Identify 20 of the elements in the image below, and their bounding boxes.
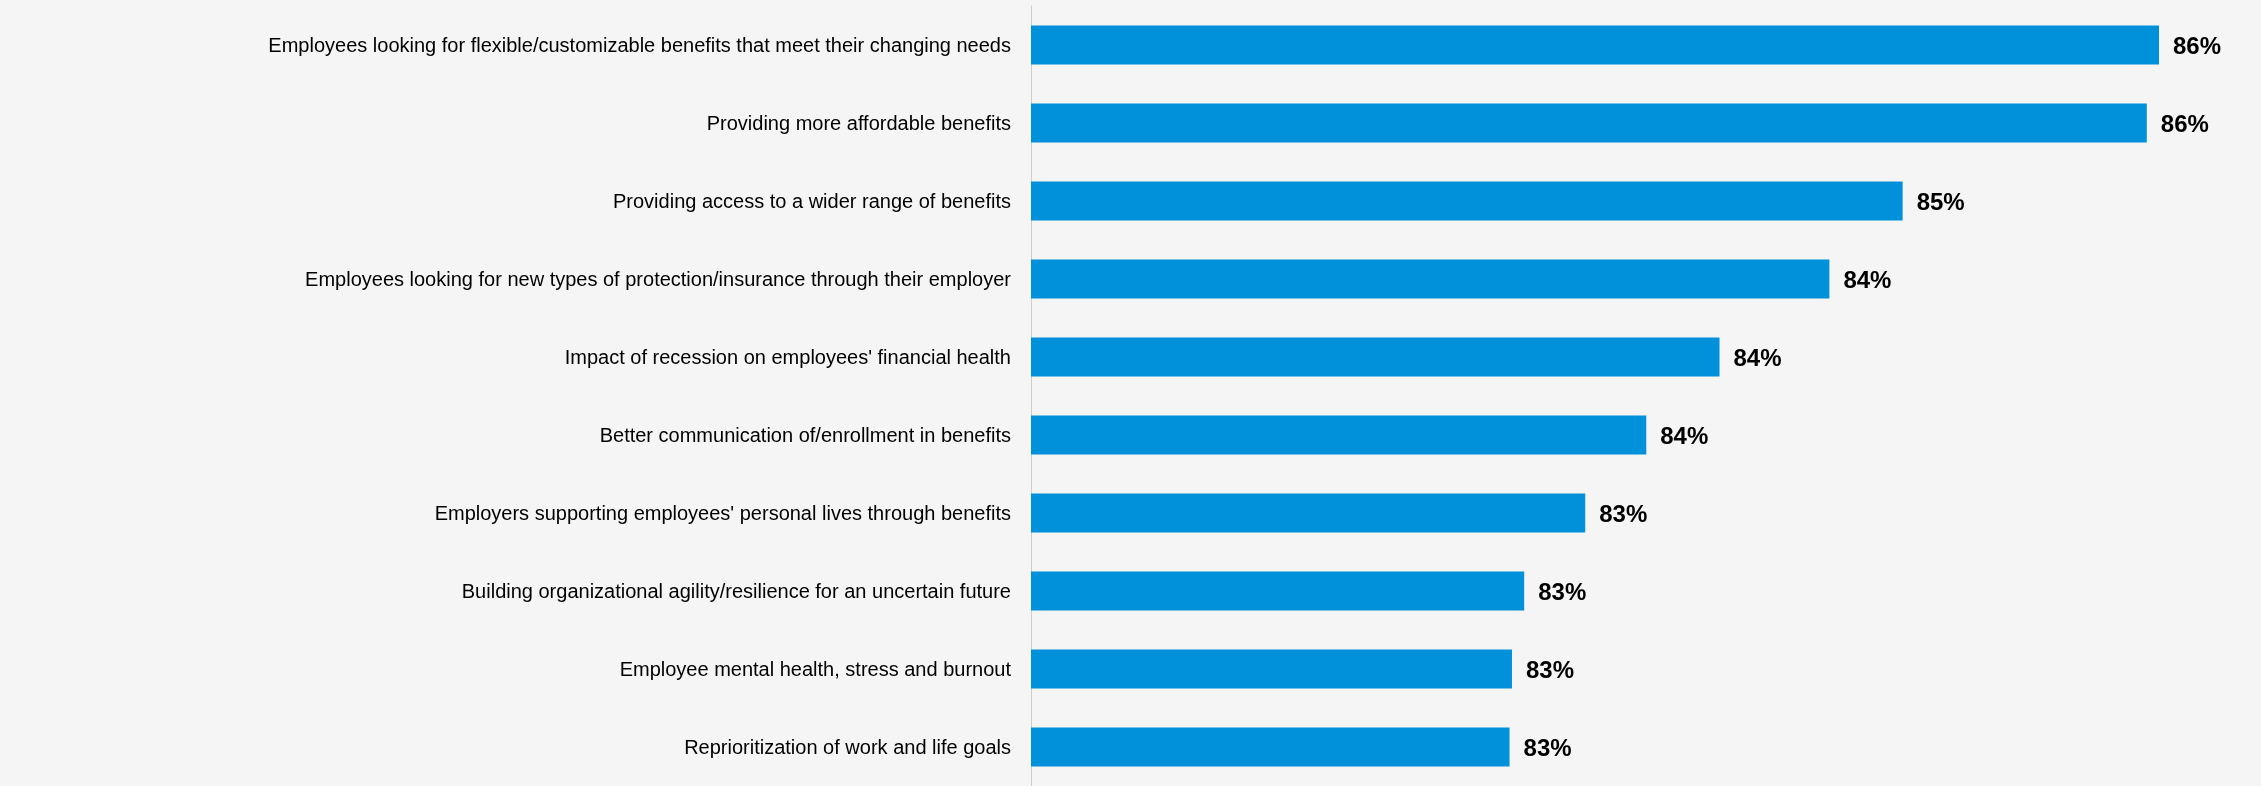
data-label: 86%	[2173, 31, 2222, 59]
y-tick-label: Employee mental health, stress and burnout	[619, 658, 1012, 680]
y-tick-label: Better communication of/enrollment in benefits	[599, 424, 1011, 446]
data-label: 84%	[1843, 265, 1892, 293]
y-tick-label: Providing more affordable benefits	[706, 112, 1011, 134]
y-tick-label: Impact of recession on employees' financial health	[564, 346, 1011, 368]
data-label: 83%	[1525, 655, 1575, 683]
y-tick-label: Employees looking for flexible/customizable benefits that meet their changing needs	[268, 34, 1011, 56]
data-label: 86%	[2160, 109, 2209, 137]
y-tick-label: Reprioritization of work and life goals	[684, 736, 1011, 758]
y-tick-label: Employers supporting employees' personal lives through benefits	[434, 502, 1011, 524]
y-tick-label: Employees looking for new types of protection/insurance through their employer	[305, 268, 1012, 290]
data-label: 84%	[1733, 343, 1782, 371]
data-label: 83%	[1599, 499, 1648, 527]
data-label: 83%	[1538, 577, 1587, 605]
y-tick-label: Building organizational agility/resilience for an uncertain future	[461, 580, 1011, 602]
data-label: 85%	[1916, 187, 1965, 215]
y-tick-label: Providing access to a wider range of benefits	[613, 190, 1011, 212]
data-label: 83%	[1523, 733, 1572, 761]
data-label: 84%	[1660, 421, 1709, 449]
